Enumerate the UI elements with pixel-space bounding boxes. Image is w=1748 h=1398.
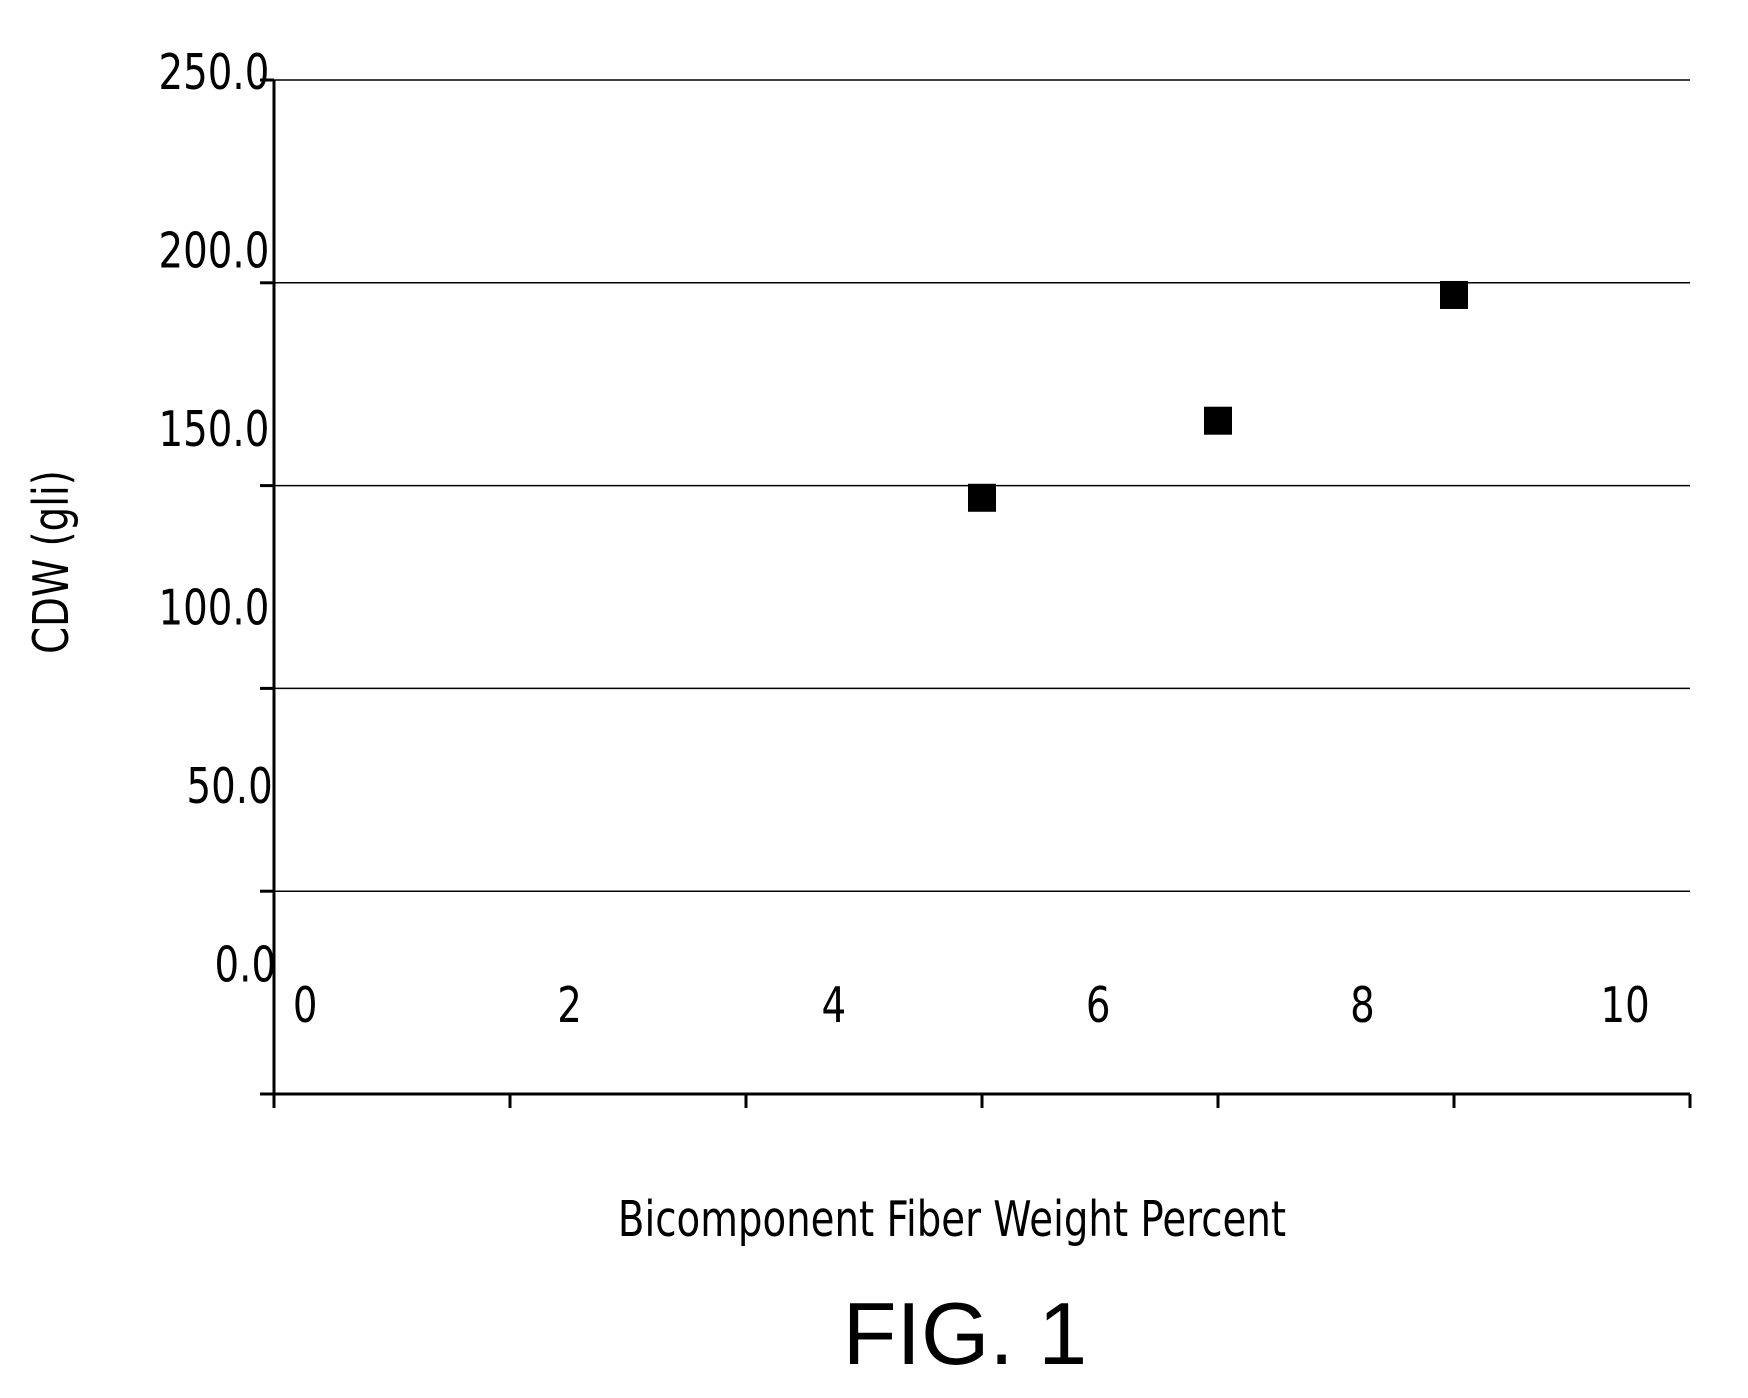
y-tick-label: 100.0 bbox=[159, 580, 270, 637]
x-tick-label: 0 bbox=[293, 978, 318, 1035]
y-tick-label: 150.0 bbox=[159, 402, 270, 459]
data-point bbox=[1204, 407, 1232, 435]
x-axis-title: Bicomponent Fiber Weight Percent bbox=[618, 1192, 1286, 1249]
x-tick-label: 6 bbox=[1086, 978, 1111, 1035]
data-point bbox=[1440, 281, 1468, 309]
y-axis-ticks: 0.0 50.0 100.0 150.0 200.0 250.0 bbox=[159, 45, 277, 1094]
axes bbox=[274, 80, 1690, 1094]
y-tick-label: 50.0 bbox=[187, 759, 273, 816]
y-tick-label: 200.0 bbox=[159, 223, 270, 280]
data-point bbox=[968, 484, 996, 512]
y-tick-label: 0.0 bbox=[215, 937, 277, 994]
x-tick-label: 8 bbox=[1350, 978, 1375, 1035]
x-tick-label: 2 bbox=[557, 978, 582, 1035]
x-axis-ticks: 024681012 bbox=[274, 978, 1748, 1108]
y-tick-label: 250.0 bbox=[159, 45, 270, 102]
figure-caption: FIG. 1 bbox=[843, 1284, 1088, 1383]
data-points bbox=[968, 281, 1468, 512]
x-tick-label: 4 bbox=[822, 978, 847, 1035]
y-axis-title: CDW (gli) bbox=[24, 470, 81, 654]
x-tick-label: 10 bbox=[1600, 978, 1649, 1035]
